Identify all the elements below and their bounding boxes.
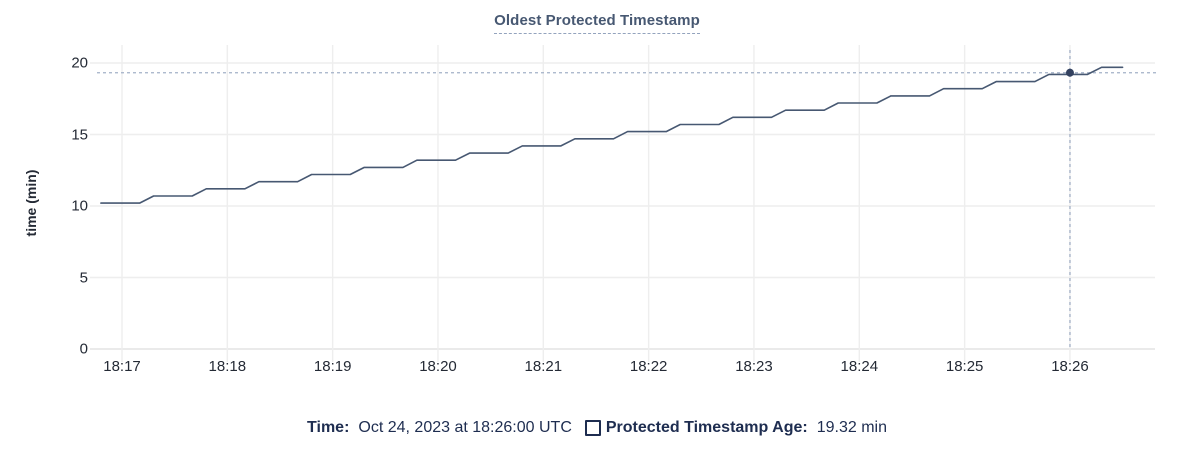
y-axis-tick-label: 0 — [79, 340, 88, 358]
series-value: 19.32 min — [816, 419, 887, 436]
x-axis-tick-label: 18:20 — [419, 358, 457, 375]
x-axis-tick-label: 18:21 — [524, 358, 563, 375]
time-value: Oct 24, 2023 at 18:26:00 UTC — [358, 419, 572, 436]
x-axis-tick-label: 18:26 — [1051, 358, 1089, 375]
time-label: Time: — [307, 419, 350, 436]
x-axis-tick-label: 18:25 — [945, 358, 984, 375]
legend-checkbox-icon[interactable] — [584, 420, 601, 436]
chart-footer: Time: Oct 24, 2023 at 18:26:00 UTC Prote… — [0, 419, 1194, 437]
x-axis-tick-label: 18:22 — [629, 358, 668, 375]
x-axis-tick-label: 18:24 — [840, 358, 879, 375]
chart-title-row: Oldest Protected Timestamp — [0, 12, 1194, 34]
x-axis-tick-label: 18:19 — [313, 358, 352, 375]
chart-title[interactable]: Oldest Protected Timestamp — [494, 12, 700, 34]
series-label: Protected Timestamp Age: — [605, 419, 808, 436]
y-axis-tick-label: 10 — [71, 197, 88, 215]
y-axis-tick-label: 5 — [79, 269, 88, 286]
highlighted-data-point — [1065, 68, 1074, 77]
y-axis-tick-label: 20 — [71, 54, 88, 72]
series-line-protected-timestamp-age — [100, 66, 1124, 204]
plot-area[interactable] — [95, 45, 1155, 349]
x-axis-tick-label: 18:17 — [103, 358, 141, 375]
legend-entry-protected-timestamp-age[interactable]: Protected Timestamp Age: 19.32 min — [584, 419, 887, 437]
y-axis-tick-label: 15 — [71, 126, 88, 143]
x-axis-tick-label: 18:18 — [208, 358, 247, 375]
x-axis-tick-label: 18:23 — [735, 358, 773, 375]
